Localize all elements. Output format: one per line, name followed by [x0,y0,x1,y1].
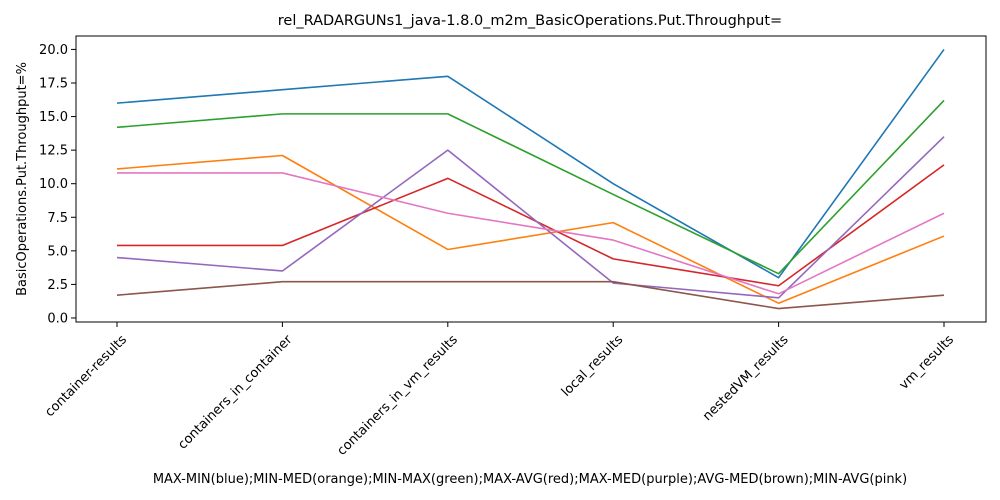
y-tick-label: 10.0 [39,177,68,192]
chart-title: rel_RADARGUNs1_java-1.8.0_m2m_BasicOpera… [278,13,782,29]
series-line-6 [117,172,945,295]
series-line-2 [116,99,945,275]
x-tick-label: nestedVM_results [700,332,792,424]
x-tick-label: vm_results [897,332,958,393]
y-tick-label: 20.0 [39,43,68,58]
x-tick-label: container-results [42,332,130,420]
y-tick-label: 5.0 [47,244,68,259]
x-tick-label: containers_in_container [175,332,296,453]
series-line-1 [116,154,945,305]
y-tick-label: 2.5 [47,278,68,293]
series-line-0 [116,48,945,279]
plot-frame [75,35,987,323]
y-tick-label: 7.5 [47,211,68,226]
series-line-5 [116,280,945,310]
y-tick-label: 0.0 [47,311,68,326]
y-tick-label: 12.5 [39,144,68,159]
plot-area [116,48,945,310]
x-tick-label: local_results [559,332,627,400]
x-axis-label: MAX-MIN(blue);MIN-MED(orange);MIN-MAX(gr… [153,472,907,487]
x-tick-label: containers_in_vm_results [335,332,461,458]
y-tick-label: 15.0 [39,110,68,125]
y-tick-label: 17.5 [39,76,68,91]
axes: 0.0 2.5 5.0 7.5 10.0 12.5 15.0 17.5 20.0 containe… [39,43,957,459]
series-line-4 [116,136,945,299]
y-axis-label: BasicOperations.Put.Throughput=% [15,62,30,296]
series-line-3 [117,164,945,287]
